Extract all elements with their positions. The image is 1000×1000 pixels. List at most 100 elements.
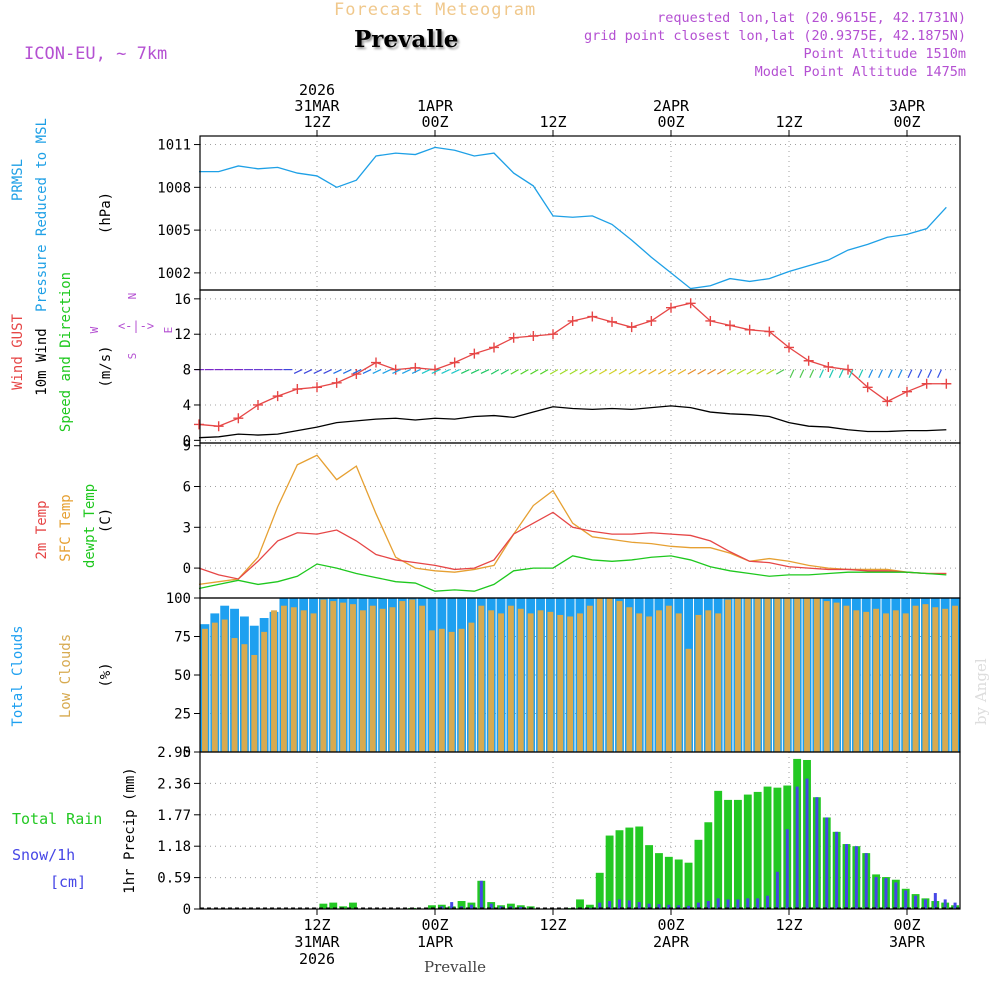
- panel-frame-precip: [199, 751, 961, 910]
- footer-location: Prevalle: [424, 958, 487, 976]
- wind-arrow: [927, 369, 933, 379]
- wind-arrow: [828, 369, 834, 379]
- wind-arrow: [451, 369, 460, 374]
- wind-arrow: [470, 369, 480, 374]
- low-cloud-bar: [754, 598, 761, 752]
- page-title: Prevalle: [354, 26, 459, 53]
- low-cloud-bar: [231, 638, 238, 752]
- gust-marker: [233, 413, 244, 424]
- snow-bar: [795, 786, 799, 909]
- low-cloud-bar: [290, 607, 297, 752]
- low-cloud-bar: [567, 616, 574, 752]
- pressure-label: PRMSL: [10, 159, 26, 201]
- rain-bar: [773, 787, 782, 909]
- low-cloud-bar: [744, 598, 751, 752]
- wind-arrow: [441, 369, 451, 374]
- wind-arrow: [303, 369, 313, 374]
- gust-marker: [410, 362, 421, 373]
- low-cloud-bar: [636, 613, 643, 752]
- x-tick-label-top: 12Z: [303, 113, 330, 131]
- y-axis-label: (%): [98, 662, 114, 687]
- rain-bar: [349, 902, 357, 909]
- low-cloud-bar: [853, 610, 860, 752]
- low-cloud-bar: [606, 598, 613, 752]
- compass-letter: W: [88, 326, 101, 333]
- low-cloud-bar: [586, 605, 593, 752]
- wind-arrow: [677, 369, 687, 375]
- wind-arrow: [648, 369, 657, 375]
- x-tick-label-bottom: 00Z: [421, 916, 448, 934]
- gust-marker: [764, 326, 775, 337]
- low-cloud-bar: [616, 601, 623, 752]
- low-cloud-bar: [705, 610, 712, 752]
- low-cloud-bar: [409, 599, 416, 752]
- low-cloud-bar: [952, 605, 958, 752]
- gust-marker: [685, 298, 696, 309]
- snow-bar: [489, 903, 493, 909]
- low-cloud-bar: [350, 604, 356, 752]
- wind-arrow: [789, 369, 795, 379]
- snow-bar: [815, 797, 819, 909]
- snow-bar: [726, 899, 730, 909]
- x-tick-label-bottom: 12Z: [303, 916, 330, 934]
- meteogram-subtitle: Forecast Meteogram: [334, 0, 537, 20]
- wind-label: 10m Wind: [34, 328, 50, 395]
- low-cloud-bar: [675, 613, 682, 752]
- low-cloud-bar: [685, 648, 692, 752]
- snow-bar: [657, 904, 661, 909]
- x-tick-label-bottom: 12Z: [775, 916, 802, 934]
- low-cloud-bar: [211, 622, 218, 752]
- gust-marker: [489, 342, 499, 353]
- wind-arrow: [937, 369, 942, 379]
- low-cloud-bar: [498, 613, 504, 752]
- low-cloud-bar: [507, 605, 514, 752]
- low-cloud-bar: [300, 610, 307, 752]
- rain-bar: [329, 902, 338, 909]
- wind-arrow: [799, 369, 805, 379]
- wind-arrow: [707, 369, 716, 375]
- low-cloud-bar: [833, 602, 840, 752]
- x-tick-label-top: 12Z: [539, 113, 566, 131]
- gust-marker: [390, 364, 401, 375]
- wind-arrow: [411, 369, 421, 374]
- compass-arrow: <-|->: [118, 319, 154, 333]
- chart-data-layer: [194, 146, 960, 909]
- y-tick-label: 75: [174, 630, 191, 646]
- gust-marker: [823, 361, 834, 372]
- x-tick-label-bottom: 3APR: [889, 933, 926, 951]
- gust-marker: [587, 311, 598, 322]
- y-tick-label: 0: [183, 561, 191, 577]
- wind-arrow: [775, 369, 785, 375]
- low-cloud-bar: [310, 613, 317, 752]
- low-cloud-bar: [399, 601, 406, 752]
- gust-marker: [272, 391, 283, 402]
- rain-bar: [319, 903, 328, 909]
- low-cloud-bar: [863, 611, 870, 752]
- y-tick-label: 8: [183, 363, 191, 379]
- low-cloud-bar: [764, 598, 771, 752]
- snow-bar: [775, 871, 779, 909]
- snow-unit-label: [cm]: [50, 873, 86, 891]
- x-tick-label-bottom: 2APR: [653, 933, 690, 951]
- gust-marker: [646, 315, 657, 326]
- rain-bar: [694, 839, 703, 909]
- requested-coords: requested lon,lat (20.9615E, 42.1731N): [657, 10, 966, 26]
- low-cloud-bar: [892, 610, 899, 752]
- wind-arrow: [323, 369, 333, 374]
- wind-arrow: [539, 369, 549, 375]
- snow-bar: [469, 904, 473, 909]
- low-cloud-bar: [369, 605, 376, 752]
- gust-marker: [312, 382, 322, 393]
- gust-marker: [843, 364, 853, 375]
- panel-frame-temperature: [199, 442, 961, 599]
- gust-marker: [744, 324, 755, 335]
- wind-arrow: [549, 369, 559, 375]
- low-cloud-bar: [804, 598, 810, 752]
- low-cloud-bar: [468, 622, 475, 752]
- low-cloud-bar: [843, 605, 850, 752]
- x-tick-label-bottom: 31MAR: [294, 933, 340, 951]
- wind-arrow: [746, 369, 755, 375]
- y-tick-label: 3: [183, 520, 191, 536]
- low-cloud-bar: [261, 631, 268, 752]
- gust-marker: [508, 332, 519, 343]
